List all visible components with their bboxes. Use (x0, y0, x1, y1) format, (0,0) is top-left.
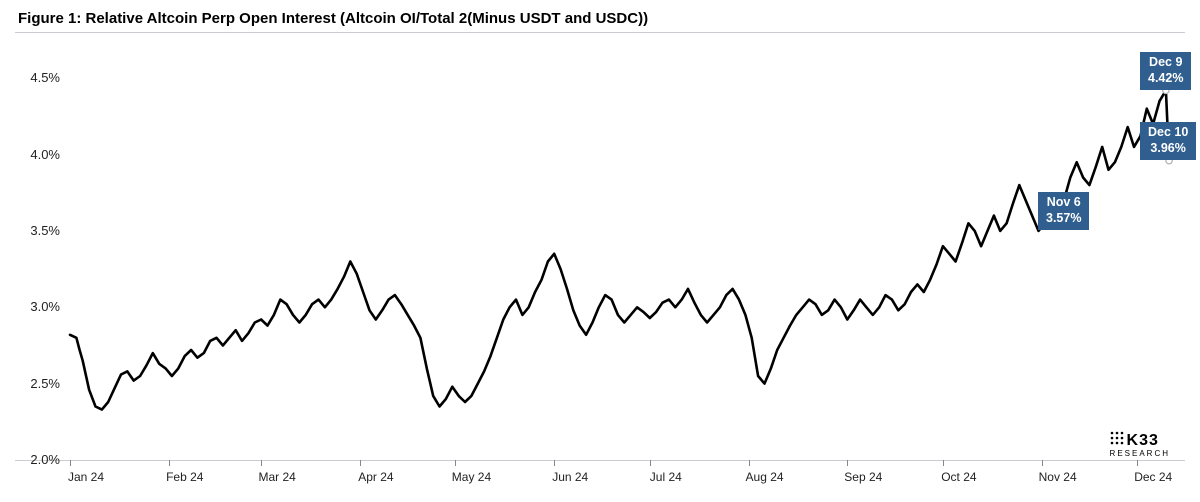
x-axis-tick (847, 460, 848, 466)
annotation-label: Nov 63.57% (1038, 192, 1089, 230)
x-axis-label: Sep 24 (844, 470, 882, 484)
x-axis-tick (261, 460, 262, 466)
x-axis-tick (749, 460, 750, 466)
y-axis-label: 4.5% (15, 70, 60, 85)
x-axis-tick (650, 460, 651, 466)
x-axis-label: Jul 24 (650, 470, 682, 484)
x-axis-label: May 24 (452, 470, 491, 484)
brand-dots-icon (1110, 431, 1124, 445)
x-axis-tick (455, 460, 456, 466)
y-axis-label: 4.0% (15, 147, 60, 162)
brand-name: K33 (1127, 432, 1159, 449)
x-axis-tick (169, 460, 170, 466)
x-axis-tick (1042, 460, 1043, 466)
y-axis-label: 3.5% (15, 223, 60, 238)
y-axis-label: 2.5% (15, 376, 60, 391)
figure-container: Figure 1: Relative Altcoin Perp Open Int… (0, 0, 1200, 502)
annotation-label: Dec 103.96% (1140, 122, 1196, 160)
x-axis-label: Mar 24 (258, 470, 295, 484)
x-axis-label: Dec 24 (1134, 470, 1172, 484)
line-chart (0, 0, 1200, 502)
x-axis-label: Nov 24 (1039, 470, 1077, 484)
annotation-label: Dec 94.42% (1140, 52, 1191, 90)
brand-k33: K33 RESEARCH (1110, 431, 1170, 458)
x-axis-label: Jun 24 (552, 470, 588, 484)
x-axis-tick (554, 460, 555, 466)
brand-sub: RESEARCH (1110, 450, 1170, 458)
x-axis-label: Oct 24 (941, 470, 976, 484)
series-line (70, 90, 1169, 409)
x-axis-tick (70, 460, 71, 466)
x-axis-label: Apr 24 (358, 470, 393, 484)
x-axis-tick (943, 460, 944, 466)
y-axis-label: 2.0% (15, 452, 60, 467)
x-axis-tick (1137, 460, 1138, 466)
x-axis-label: Aug 24 (746, 470, 784, 484)
x-axis-label: Jan 24 (68, 470, 104, 484)
y-axis-label: 3.0% (15, 299, 60, 314)
x-axis-tick (360, 460, 361, 466)
baseline-rule (15, 460, 1185, 461)
x-axis-label: Feb 24 (166, 470, 203, 484)
